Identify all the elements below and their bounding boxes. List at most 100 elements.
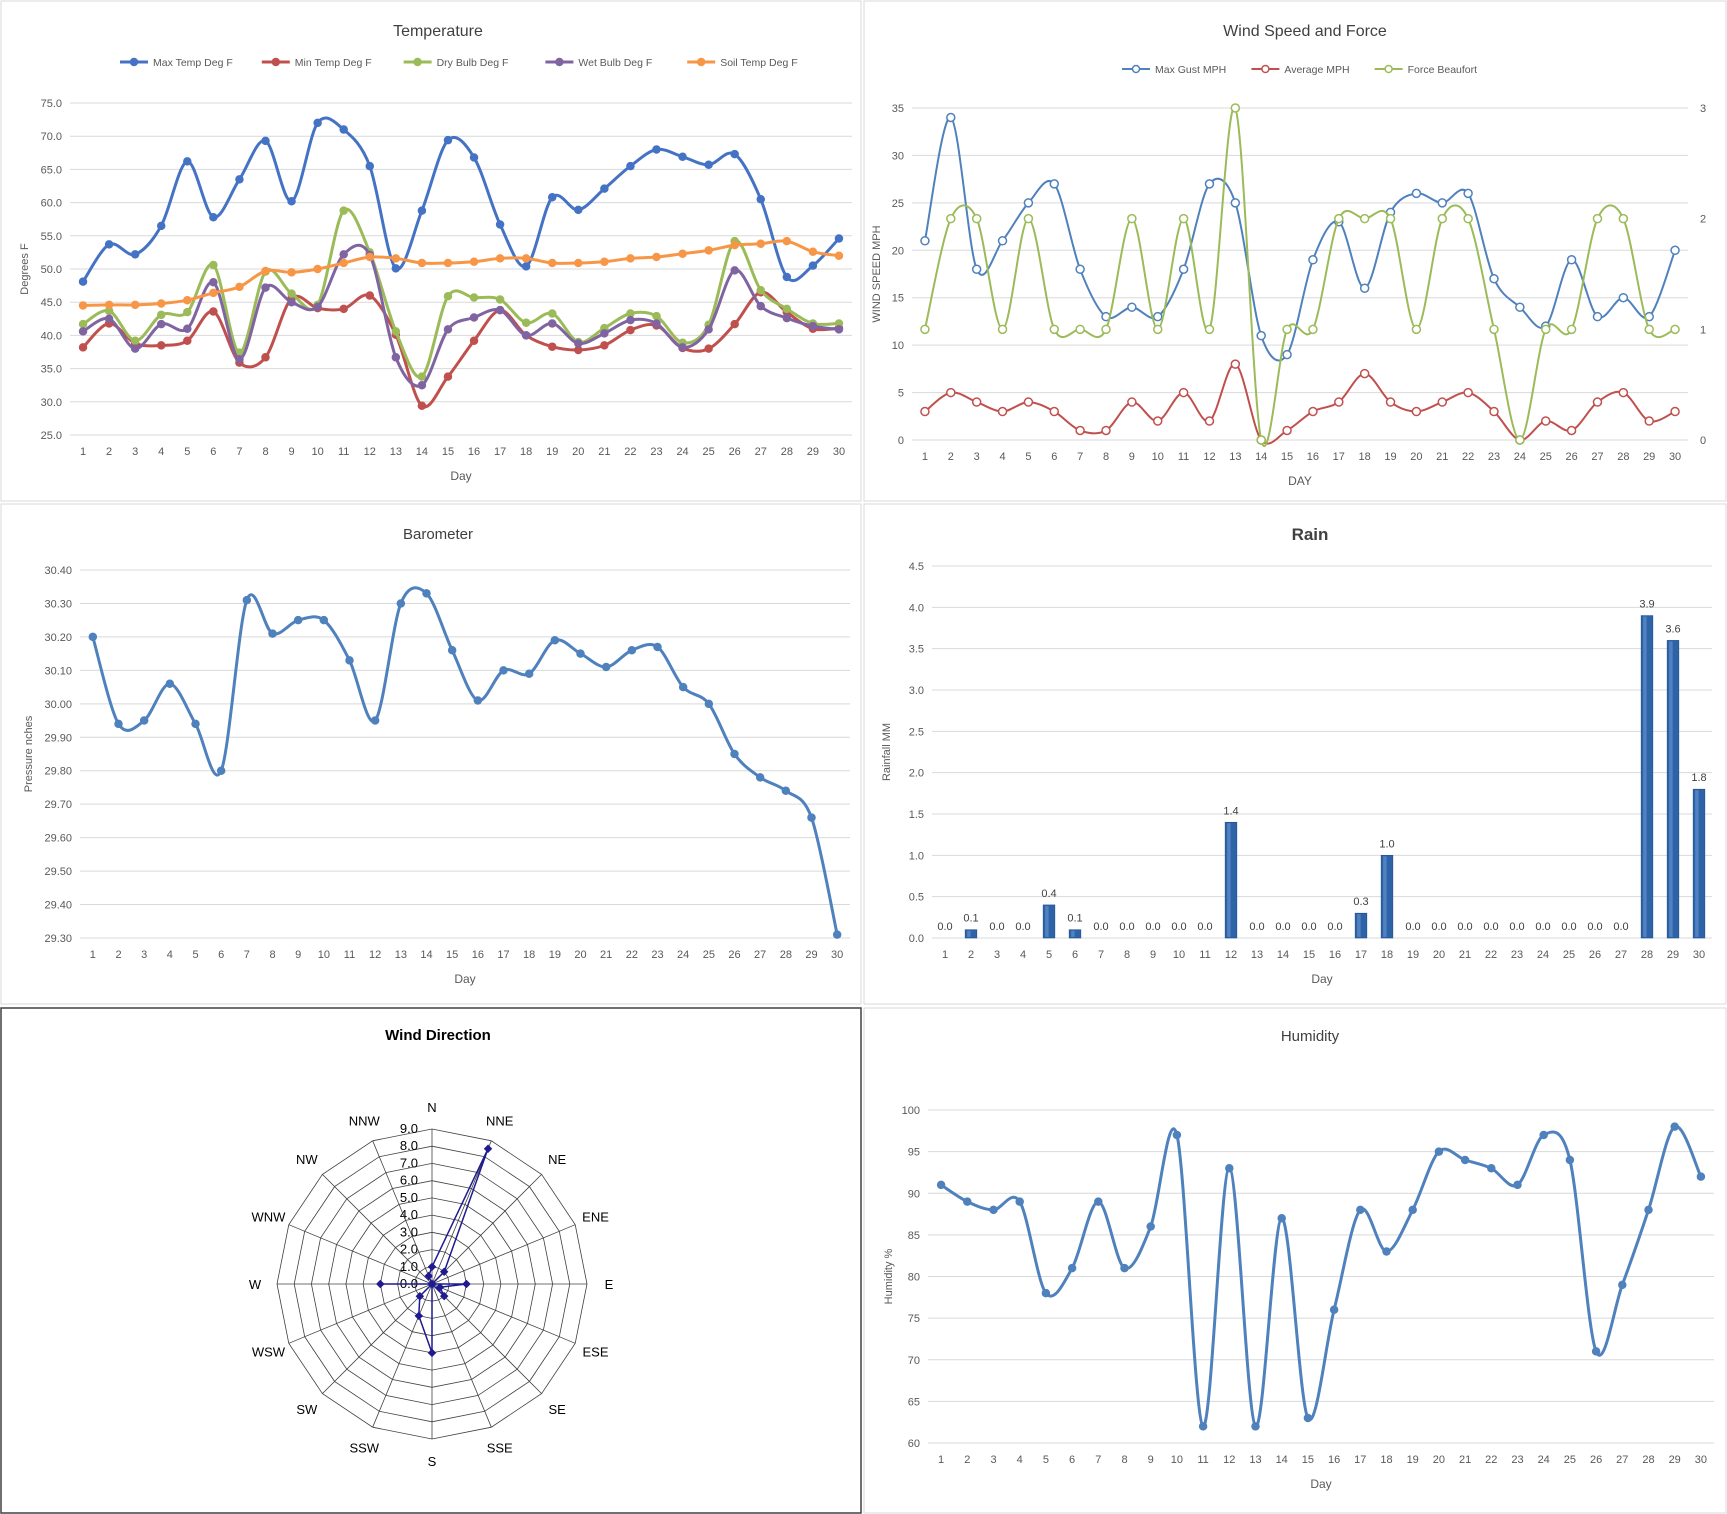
data-point [139, 716, 149, 725]
data-point [782, 304, 792, 314]
y2-tick-label: 2 [1700, 214, 1706, 226]
data-point [971, 264, 982, 275]
data-point [1592, 311, 1603, 322]
data-point [1540, 324, 1551, 335]
data-point [550, 636, 560, 645]
y-tick-label: 85 [908, 1230, 920, 1242]
y-tick-label: 29.90 [44, 732, 72, 744]
data-point [391, 327, 401, 336]
radar-category-label: E [605, 1277, 614, 1292]
x-tick-label: 2 [968, 949, 974, 961]
y-tick-label: 29.70 [44, 799, 72, 811]
x-tick-label: 17 [494, 446, 506, 458]
x-tick-label: 20 [1410, 451, 1422, 463]
radar-category-label: WNW [252, 1209, 287, 1224]
data-point [1256, 435, 1266, 445]
x-tick-label: 14 [1277, 949, 1289, 961]
data-point [1329, 1305, 1339, 1315]
x-tick-label: 7 [236, 446, 242, 458]
x-tick-label: 12 [369, 949, 381, 961]
x-tick-label: 6 [1069, 1454, 1075, 1466]
data-point [946, 387, 956, 398]
x-tick-label: 21 [1459, 949, 1471, 961]
data-point [834, 251, 844, 260]
x-tick-label: 14 [420, 949, 432, 961]
data-point [313, 264, 322, 274]
x-tick-label: 19 [549, 949, 561, 961]
data-point [626, 161, 635, 171]
data-point [1644, 1205, 1653, 1215]
y-tick-label: 29.40 [44, 900, 72, 912]
data-point [1308, 406, 1318, 417]
x-tick-label: 13 [1249, 1454, 1261, 1466]
x-tick-label: 10 [318, 949, 330, 961]
data-point [183, 307, 192, 317]
data-point [417, 401, 427, 411]
x-tick-label: 30 [1669, 451, 1681, 463]
data-point [495, 305, 505, 315]
y-tick-label: 55.0 [41, 231, 62, 243]
x-tick-label: 29 [807, 446, 819, 458]
data-point [1437, 397, 1448, 407]
x-tick-label: 20 [1433, 949, 1445, 961]
radar-point [415, 1291, 425, 1301]
data-point [1437, 213, 1448, 224]
data-point [782, 313, 792, 323]
x-tick-label: 9 [1148, 1454, 1154, 1466]
y-tick-label: 20 [892, 245, 904, 257]
data-point [313, 118, 322, 128]
data-point [261, 353, 270, 362]
data-point [601, 662, 611, 672]
data-point [156, 299, 166, 308]
x-tick-label: 11 [344, 949, 355, 961]
x-tick-label: 7 [1095, 1454, 1101, 1466]
data-point [130, 250, 140, 259]
data-point [547, 309, 557, 318]
data-label: 0.0 [1457, 921, 1472, 933]
data-point [1146, 1222, 1155, 1231]
data-point [469, 336, 479, 345]
y2-tick-label: 3 [1700, 103, 1706, 115]
radar-spoke [372, 1140, 433, 1285]
data-point [261, 283, 270, 292]
radar-spoke [431, 1174, 542, 1285]
x-tick-label: 26 [1590, 1454, 1602, 1466]
data-point [1382, 1247, 1391, 1256]
radar-category-label: SSW [349, 1441, 379, 1456]
data-point [704, 246, 713, 255]
data-point [495, 220, 505, 229]
radar-category-label: ESE [583, 1345, 609, 1360]
data-point [547, 258, 557, 268]
data-point [547, 193, 557, 202]
x-tick-label: 2 [115, 949, 121, 961]
x-tick-label: 17 [497, 949, 509, 961]
y-tick-label: 30 [892, 150, 904, 162]
x-tick-label: 6 [210, 446, 216, 458]
data-point [971, 213, 982, 224]
data-point [1127, 213, 1137, 224]
data-point [1198, 1422, 1208, 1431]
data-point [443, 372, 453, 381]
x-tick-label: 13 [395, 949, 407, 961]
x-tick-label: 14 [1276, 1454, 1288, 1466]
data-point [156, 341, 166, 350]
y-tick-label: 29.80 [44, 766, 72, 778]
x-tick-label: 10 [1171, 1454, 1183, 1466]
data-point [521, 262, 531, 271]
data-point [469, 257, 479, 266]
data-point [834, 325, 844, 334]
data-point [1230, 103, 1241, 113]
data-point [1463, 188, 1473, 199]
y2-tick-label: 1 [1700, 324, 1706, 336]
x-tick-label: 18 [1380, 1454, 1392, 1466]
data-point [1023, 198, 1034, 208]
data-point [391, 353, 401, 362]
panel-wind-direction [0, 1007, 862, 1514]
x-tick-label: 1 [942, 949, 948, 961]
data-point [1515, 435, 1525, 445]
data-point [242, 595, 252, 605]
data-point [678, 343, 687, 352]
radar-spoke [322, 1174, 433, 1285]
legend-label: Soil Temp Deg F [720, 57, 797, 69]
